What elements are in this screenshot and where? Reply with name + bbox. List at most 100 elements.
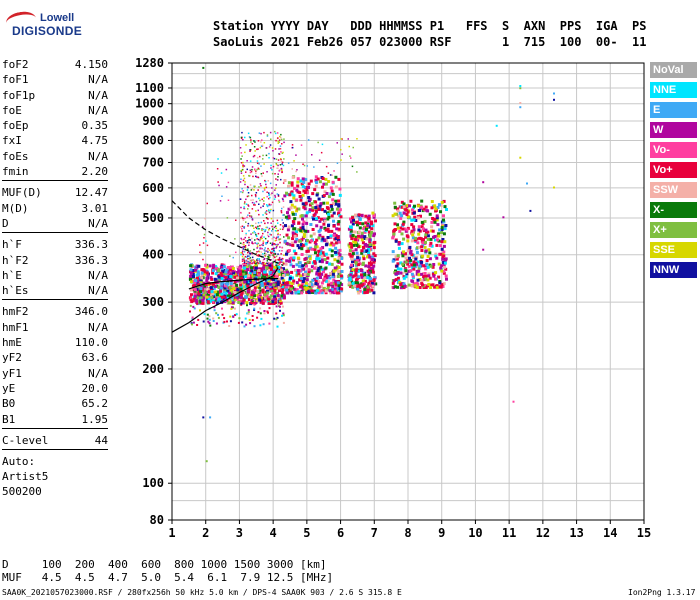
echo-point	[224, 275, 228, 279]
echo-point	[322, 194, 326, 198]
echo-point	[205, 290, 209, 294]
echo-point	[356, 223, 359, 227]
echo-point	[279, 261, 281, 264]
echo-point	[330, 241, 334, 245]
echo-point	[433, 238, 437, 242]
echo-point	[293, 205, 297, 209]
echo-point	[240, 136, 243, 139]
echo-point	[189, 304, 192, 307]
echo-point	[307, 255, 311, 259]
echo-point	[261, 229, 263, 231]
echo-point	[328, 248, 332, 252]
echo-point	[263, 197, 265, 199]
echo-point	[263, 187, 266, 190]
echo-point	[253, 299, 257, 303]
echo-point	[242, 298, 246, 302]
echo-point	[313, 241, 317, 244]
echo-point	[420, 249, 424, 252]
echo-point	[427, 282, 431, 286]
echo-point	[218, 184, 220, 187]
echo-point	[279, 148, 282, 150]
echo-point	[223, 289, 226, 292]
echo-point	[263, 312, 266, 315]
echo-point	[258, 186, 260, 188]
echo-point	[311, 215, 315, 219]
x-tick-label: 11	[502, 526, 516, 540]
echo-point	[241, 238, 243, 241]
echo-point	[219, 286, 223, 290]
echo-point	[426, 265, 430, 269]
echo-point	[272, 220, 274, 222]
echo-point	[231, 299, 234, 302]
echo-point	[200, 271, 204, 275]
echo-point	[264, 250, 266, 252]
echo-point	[229, 320, 232, 323]
echo-point	[244, 136, 246, 139]
echo-point	[424, 267, 428, 271]
echo-point	[323, 226, 327, 230]
echo-point	[323, 209, 327, 213]
echo-point	[347, 227, 351, 231]
echo-point	[189, 271, 193, 275]
echo-point	[244, 271, 248, 275]
echo-point	[307, 282, 311, 286]
echo-point	[361, 241, 365, 245]
echo-point	[316, 253, 320, 257]
echo-point	[306, 165, 308, 167]
echo-point	[272, 278, 276, 281]
echo-point	[279, 241, 281, 244]
profile-curve	[171, 267, 279, 333]
echo-point	[226, 296, 229, 299]
echo-point	[337, 238, 341, 242]
echo-point	[359, 235, 363, 239]
echo-point	[235, 279, 239, 283]
param-value: N/A	[88, 149, 108, 163]
echo-point	[313, 248, 317, 252]
echo-point	[281, 246, 283, 249]
echo-point	[282, 198, 284, 201]
echo-point	[369, 279, 372, 283]
echo-point	[207, 295, 211, 299]
echo-point	[324, 177, 328, 181]
echo-point	[242, 263, 244, 265]
echo-point	[250, 199, 252, 201]
echo-point	[223, 320, 226, 323]
echo-point	[362, 284, 365, 288]
echo-point	[351, 234, 355, 237]
echo-point	[256, 254, 258, 257]
echo-point	[256, 293, 260, 297]
echo-point	[372, 246, 376, 250]
echo-point	[264, 263, 267, 265]
echo-point	[422, 275, 426, 278]
echo-point	[193, 297, 196, 301]
echo-point	[286, 211, 289, 215]
echo-point	[332, 278, 336, 282]
echo-point	[334, 280, 338, 283]
echo-point	[267, 180, 269, 182]
echo-point	[330, 287, 334, 291]
echo-point	[247, 298, 251, 301]
echo-point	[285, 242, 289, 246]
echo-point	[398, 229, 402, 233]
echo-point	[278, 303, 280, 306]
echo-point	[277, 270, 281, 274]
echo-point	[262, 214, 264, 216]
echo-point	[320, 272, 324, 276]
echo-point	[442, 232, 446, 236]
echo-point	[434, 252, 438, 256]
echo-point	[392, 232, 396, 236]
echo-point	[259, 300, 263, 304]
echo-point	[318, 259, 322, 263]
echo-point	[232, 283, 236, 287]
echo-point	[326, 285, 330, 289]
echo-point	[430, 229, 434, 233]
echo-point	[338, 260, 341, 264]
param-label: foEs	[2, 149, 29, 163]
echo-point	[296, 177, 300, 181]
x-tick-label: 13	[569, 526, 583, 540]
echo-point	[444, 274, 448, 278]
echo-point	[274, 189, 276, 191]
echo-point	[279, 301, 283, 305]
isolated-echo-point	[209, 416, 212, 419]
echo-point	[335, 227, 339, 231]
